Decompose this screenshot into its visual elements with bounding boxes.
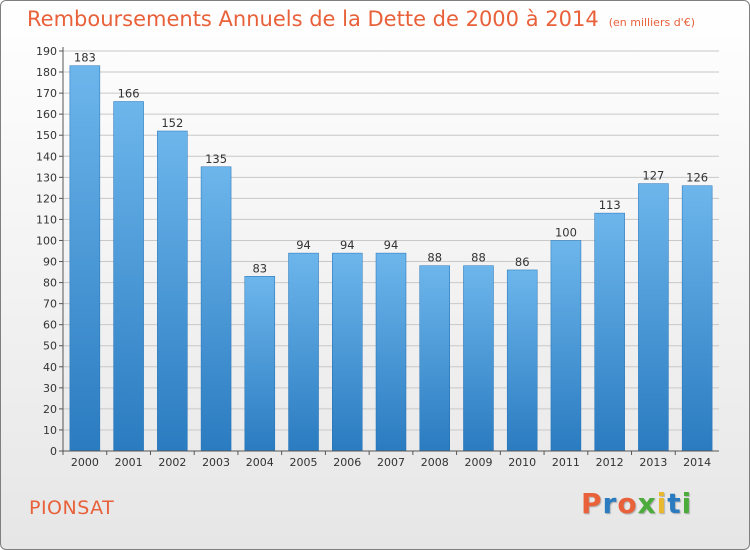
labels: 0 10 20 30 40 50 60 70 80 90 100 110 120 130 140 150 160… [36, 45, 711, 469]
y-tick-label: 150 [36, 129, 57, 142]
value-label: 126 [686, 171, 708, 185]
logo-letter: t [667, 487, 682, 520]
x-tick-label: 2003 [202, 456, 230, 469]
bar-2002[interactable] [157, 130, 188, 452]
commune-name: PIONSAT [29, 497, 115, 519]
bar-2012[interactable] [594, 212, 625, 452]
chart-subtitle: (en milliers d'€) [608, 16, 695, 29]
x-tick-label: 2011 [552, 456, 580, 469]
value-label: 127 [642, 169, 664, 183]
bar-2009[interactable] [463, 265, 494, 452]
bar-2005[interactable] [288, 252, 319, 452]
y-tick-label: 20 [43, 403, 57, 416]
proxiti-logo[interactable]: Proxiti [581, 487, 692, 520]
bar-2010[interactable] [506, 269, 538, 452]
y-tick-label: 100 [36, 234, 57, 247]
value-label: 83 [252, 261, 267, 275]
y-tick-label: 90 [43, 256, 57, 269]
logo-letter: P [581, 487, 603, 520]
y-tick-label: 110 [36, 213, 57, 226]
x-tick-label: 2006 [333, 456, 361, 469]
y-tick-label: 30 [43, 382, 57, 395]
x-tick-label: 2014 [683, 456, 711, 469]
x-tick-label: 2012 [596, 456, 624, 469]
value-label: 113 [599, 198, 621, 212]
value-label: 135 [205, 152, 227, 166]
value-label: 100 [555, 225, 577, 239]
bar-2004[interactable] [244, 276, 276, 452]
value-label: 94 [296, 238, 311, 252]
value-label: 88 [471, 251, 486, 265]
y-tick-label: 60 [43, 319, 57, 332]
x-tick-label: 2001 [115, 456, 143, 469]
bar-2001[interactable] [113, 101, 144, 452]
y-tick-label: 40 [43, 361, 57, 374]
bar-2003[interactable] [200, 166, 232, 452]
x-tick-label: 2007 [377, 456, 405, 469]
logo-letter: x [637, 487, 657, 520]
logo-letter: r [602, 487, 618, 520]
x-tick-label: 2008 [421, 456, 449, 469]
bar-2008[interactable] [419, 265, 450, 452]
y-tick-label: 160 [36, 108, 57, 121]
bar-2013[interactable] [638, 183, 669, 452]
x-tick-label: 2002 [158, 456, 186, 469]
logo-letter: i [656, 487, 668, 520]
value-label: 88 [427, 251, 442, 265]
value-label: 166 [118, 87, 140, 101]
x-tick-label: 2005 [290, 456, 318, 469]
y-tick-label: 140 [36, 150, 57, 163]
bars [69, 65, 713, 452]
x-tick-label: 2013 [639, 456, 667, 469]
bar-2000[interactable] [69, 65, 101, 452]
value-label: 94 [340, 238, 355, 252]
chart-title: Remboursements Annuels de la Dette de 20… [27, 7, 695, 31]
value-label: 152 [161, 116, 183, 130]
y-tick-label: 180 [36, 66, 57, 79]
logo-letter: o [617, 487, 638, 520]
bar-2007[interactable] [375, 252, 407, 452]
y-tick-label: 0 [50, 445, 57, 458]
x-tick-label: 2009 [464, 456, 492, 469]
value-label: 86 [515, 255, 530, 269]
value-label: 94 [384, 238, 399, 252]
x-tick-label: 2004 [246, 456, 274, 469]
chart-title-main: Remboursements Annuels de la Dette de 20… [27, 7, 599, 31]
y-tick-label: 80 [43, 277, 57, 290]
y-tick-label: 50 [43, 340, 57, 353]
y-tick-label: 10 [43, 424, 57, 437]
y-tick-label: 70 [43, 298, 57, 311]
y-tick-label: 190 [36, 45, 57, 58]
axes [59, 47, 719, 455]
y-tick-label: 120 [36, 192, 57, 205]
x-tick-label: 2010 [508, 456, 536, 469]
logo-letter: i [681, 487, 693, 520]
x-tick-label: 2000 [71, 456, 99, 469]
bar-2011[interactable] [550, 240, 582, 452]
y-tick-label: 130 [36, 171, 57, 184]
value-label: 183 [74, 51, 96, 65]
bar-2006[interactable] [332, 252, 363, 452]
bar-2014[interactable] [681, 185, 713, 452]
y-tick-label: 170 [36, 87, 57, 100]
